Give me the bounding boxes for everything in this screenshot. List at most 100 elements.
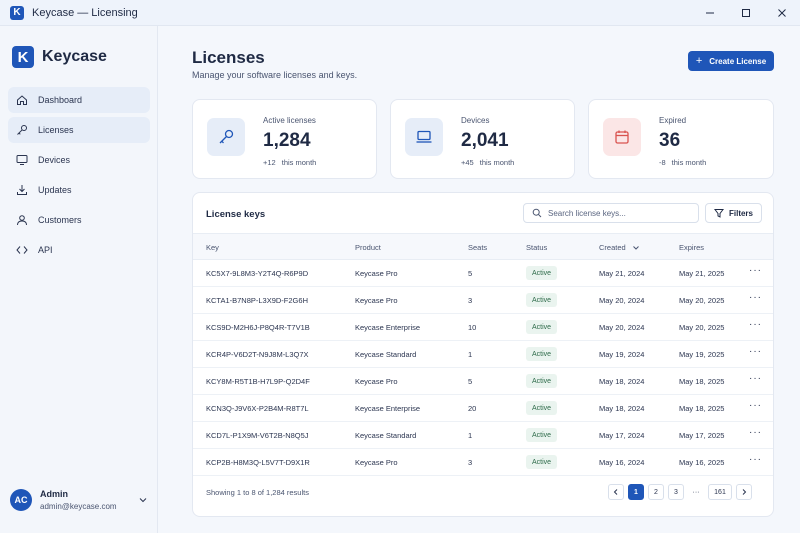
chevron-left-icon <box>613 489 618 495</box>
sidebar-item-label: Customers <box>38 215 82 225</box>
cell-key: KCN3Q-J9V6X-P2B4M-R8T7L <box>206 404 309 413</box>
app-logo-icon: K <box>10 5 24 20</box>
cell-created: May 20, 2024 <box>599 296 645 305</box>
table-row[interactable]: KCP2B-H8M3Q-L5V7T-D9X1R Keycase Pro 3 Activ… <box>193 449 773 476</box>
page-button-3[interactable]: 3 <box>668 484 684 500</box>
cell-seats: 3 <box>468 296 473 305</box>
sidebar-item-updates[interactable]: Updates <box>8 177 150 203</box>
status-badge: Active <box>526 293 558 307</box>
more-options-icon[interactable]: ··· <box>749 427 762 438</box>
column-header-product[interactable]: Product <box>355 243 381 252</box>
more-options-icon[interactable]: ··· <box>749 319 762 330</box>
table-row[interactable]: KCD7L-P1X9M-V6T2B-N8Q5J Keycase Standard 1… <box>193 422 773 449</box>
table-row[interactable]: KCN3Q-J9V6X-P2B4M-R8T7L Keycase Enterpris… <box>193 395 773 422</box>
table-row[interactable]: KCS9D-M2H6J-P8Q4R-T7V1B Keycase Enterpris… <box>193 314 773 341</box>
cell-expires: May 18, 2025 <box>679 404 725 413</box>
status-badge: Active <box>526 401 558 415</box>
sort-down-icon <box>632 245 639 250</box>
column-header-key[interactable]: Key <box>206 243 219 252</box>
column-header-expires[interactable]: Expires <box>679 243 705 252</box>
user-email: admin@keycase.com <box>40 502 117 511</box>
cell-expires: May 18, 2025 <box>679 377 725 386</box>
page-button-last[interactable]: 161 <box>708 484 732 500</box>
status-badge: Active <box>526 428 558 442</box>
table-row[interactable]: KCTA1-B7N8P-L3X9D-F2G6H Keycase Pro 3 Activ… <box>193 287 773 314</box>
cell-created: May 19, 2024 <box>599 350 645 359</box>
brand-name: Keycase <box>42 48 107 65</box>
column-header-created[interactable]: Created <box>599 243 640 252</box>
chevron-down-icon[interactable] <box>138 495 148 505</box>
search-icon <box>532 208 542 218</box>
table-row[interactable]: KC5X7-9L8M3-Y2T4Q-R6P9D Keycase Pro 5 Activ… <box>193 260 773 287</box>
stat-value: 1,284 <box>263 130 311 151</box>
user-menu[interactable]: AC Admin admin@keycase.com <box>10 489 148 511</box>
cell-product: Keycase Standard <box>355 350 417 359</box>
cell-seats: 5 <box>468 377 473 386</box>
user-name: Admin <box>40 489 68 499</box>
sidebar-item-licenses[interactable]: Licenses <box>8 117 150 143</box>
cell-seats: 5 <box>468 269 473 278</box>
cell-product: Keycase Pro <box>355 269 398 278</box>
prev-page-button[interactable] <box>608 484 624 500</box>
cell-product: Keycase Pro <box>355 377 398 386</box>
cell-expires: May 20, 2025 <box>679 296 725 305</box>
cell-created: May 21, 2024 <box>599 269 645 278</box>
cell-created: May 18, 2024 <box>599 377 645 386</box>
cell-key: KCP2B-H8M3Q-L5V7T-D9X1R <box>206 458 310 467</box>
table-row[interactable]: KCY8M-R5T1B-H7L9P-Q2D4F Keycase Pro 5 Activ… <box>193 368 773 395</box>
sidebar-item-devices[interactable]: Devices <box>8 147 150 173</box>
more-options-icon[interactable]: ··· <box>749 373 762 384</box>
cell-expires: May 20, 2025 <box>679 323 725 332</box>
sidebar-item-customers[interactable]: Customers <box>8 207 150 233</box>
stat-delta: -8 this month <box>659 158 712 167</box>
page-button-2[interactable]: 2 <box>648 484 664 500</box>
stat-value: 36 <box>659 130 681 151</box>
user-icon <box>17 215 27 226</box>
more-options-icon[interactable]: ··· <box>749 265 762 276</box>
cell-seats: 1 <box>468 350 473 359</box>
cell-expires: May 19, 2025 <box>679 350 725 359</box>
chevron-right-icon <box>742 489 747 495</box>
more-options-icon[interactable]: ··· <box>749 454 762 465</box>
cell-key: KC5X7-9L8M3-Y2T4Q-R6P9D <box>206 269 309 278</box>
sidebar-nav: Dashboard Licenses Devices Updates Custo… <box>8 87 150 267</box>
filters-label: Filters <box>728 208 753 218</box>
brand-logo-icon: K <box>12 46 34 68</box>
cell-expires: May 17, 2025 <box>679 431 725 440</box>
maximize-icon[interactable] <box>728 0 764 26</box>
search-input[interactable] <box>548 208 688 218</box>
table-body: KC5X7-9L8M3-Y2T4Q-R6P9D Keycase Pro 5 Activ… <box>193 260 773 476</box>
create-license-button[interactable]: + Create License <box>688 51 774 71</box>
cell-seats: 20 <box>468 404 477 413</box>
cell-created: May 17, 2024 <box>599 431 645 440</box>
minimize-icon[interactable] <box>692 0 728 26</box>
stat-label: Active licenses <box>263 116 316 125</box>
status-badge: Active <box>526 455 558 469</box>
next-page-button[interactable] <box>736 484 752 500</box>
filters-button[interactable]: Filters <box>705 203 762 223</box>
calendar-icon <box>603 118 641 156</box>
sidebar-item-label: Updates <box>38 185 72 195</box>
sidebar-item-label: Devices <box>38 155 71 165</box>
laptop-icon <box>405 118 443 156</box>
search-box[interactable] <box>523 203 699 223</box>
more-options-icon[interactable]: ··· <box>749 292 762 303</box>
stat-card-active-licenses: Active licenses 1,284 +12 this month <box>192 99 377 179</box>
brand[interactable]: K Keycase <box>12 46 107 68</box>
more-options-icon[interactable]: ··· <box>749 346 762 357</box>
title-bar: K Keycase — Licensing <box>0 0 800 26</box>
sidebar: K Keycase Dashboard Licenses Devices Upd… <box>0 26 158 533</box>
sidebar-item-api[interactable]: API <box>8 237 150 263</box>
more-options-icon[interactable]: ··· <box>749 400 762 411</box>
column-header-seats[interactable]: Seats <box>468 243 488 252</box>
stat-delta-suffix: this month <box>479 158 515 167</box>
cell-seats: 1 <box>468 431 473 440</box>
table-row[interactable]: KCR4P-V6D2T-N9J8M-L3Q7X Keycase Standard 1… <box>193 341 773 368</box>
window-title: Keycase — Licensing <box>32 6 138 19</box>
page-button-1[interactable]: 1 <box>628 484 644 500</box>
sidebar-item-dashboard[interactable]: Dashboard <box>8 87 150 113</box>
status-badge: Active <box>526 347 558 361</box>
column-header-status[interactable]: Status <box>526 243 548 252</box>
close-icon[interactable] <box>764 0 800 26</box>
key-icon <box>207 118 245 156</box>
